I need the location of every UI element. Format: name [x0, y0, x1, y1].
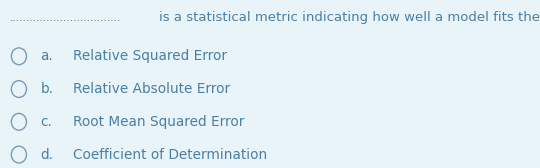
Text: .................................: ................................. — [10, 13, 121, 23]
Text: a.: a. — [40, 49, 53, 63]
Text: b.: b. — [40, 82, 53, 96]
Text: Relative Squared Error: Relative Squared Error — [73, 49, 227, 63]
Text: Coefficient of Determination: Coefficient of Determination — [73, 148, 267, 162]
Text: Relative Absolute Error: Relative Absolute Error — [73, 82, 230, 96]
Text: c.: c. — [40, 115, 52, 129]
Text: is a statistical metric indicating how well a model fits the data?: is a statistical metric indicating how w… — [159, 11, 540, 24]
Text: d.: d. — [40, 148, 53, 162]
Text: Root Mean Squared Error: Root Mean Squared Error — [73, 115, 244, 129]
